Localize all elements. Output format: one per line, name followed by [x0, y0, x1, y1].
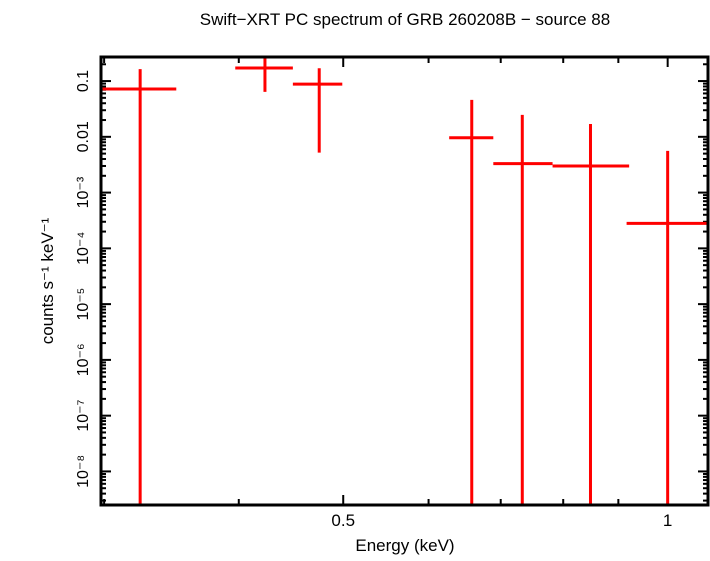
data-point — [292, 68, 343, 153]
y-tick-label: 10⁻⁴ — [75, 232, 92, 265]
x-axis-label: Energy (keV) — [355, 536, 454, 555]
data-point — [626, 150, 708, 505]
y-tick-label: 0.1 — [75, 70, 92, 92]
data-point — [235, 57, 293, 92]
data-point — [552, 123, 630, 505]
y-tick-label: 10⁻⁶ — [75, 343, 92, 376]
y-tick-label: 10⁻⁷ — [75, 399, 92, 431]
y-tick-label: 10⁻⁵ — [75, 288, 92, 321]
y-tick-label: 10⁻³ — [75, 176, 92, 208]
x-tick-label: 0.5 — [331, 511, 355, 530]
chart-title: Swift−XRT PC spectrum of GRB 260208B − s… — [200, 10, 610, 29]
y-tick-label: 10⁻⁸ — [75, 455, 92, 488]
data-point — [102, 69, 177, 505]
y-tick-label: 0.01 — [75, 121, 92, 152]
data-point — [449, 99, 494, 505]
plot-frame — [99, 55, 710, 507]
y-axis-label: counts s⁻¹ keV⁻¹ — [38, 217, 57, 344]
data-point — [493, 114, 553, 505]
x-tick-label: 1 — [663, 511, 672, 530]
